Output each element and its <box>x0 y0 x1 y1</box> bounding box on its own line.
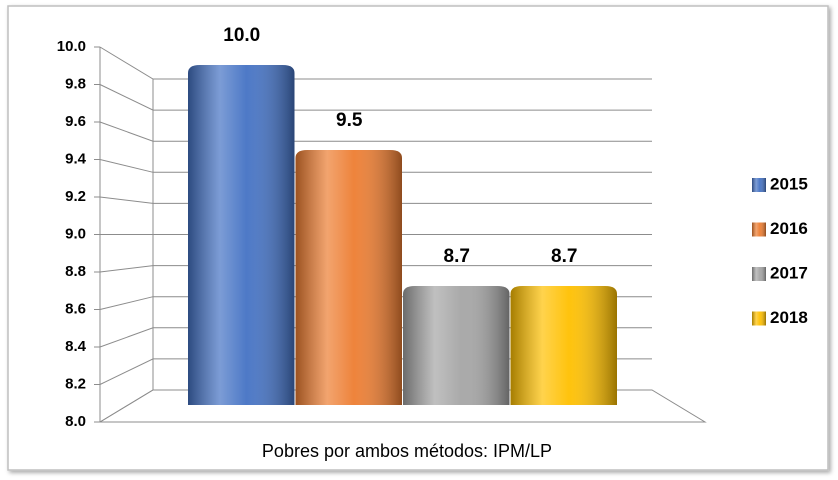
value-label: 9.5 <box>336 110 363 131</box>
legend-swatch-shading <box>752 178 766 192</box>
value-label: 8.7 <box>551 246 577 267</box>
y-tick-label: 8.0 <box>65 413 86 430</box>
y-tick-label: 9.6 <box>65 113 86 130</box>
bar-shading <box>510 286 617 405</box>
y-tick-label: 9.4 <box>65 150 87 167</box>
grid-line <box>99 196 652 204</box>
x-tick-label: Pobres por ambos métodos: IPM/LP <box>262 441 552 461</box>
grid-line <box>99 121 652 142</box>
legend-label: 2015 <box>770 174 808 193</box>
grid-line <box>99 84 652 111</box>
bar-shading <box>403 286 510 405</box>
legend-swatch-shading <box>752 222 766 237</box>
y-tick-label: 8.6 <box>65 300 86 317</box>
y-tick-label: 9.0 <box>65 225 86 242</box>
legend-swatch-shading <box>752 267 766 281</box>
y-tick-label: 9.2 <box>65 188 86 205</box>
grid-line <box>99 159 652 173</box>
y-tick-label: 10.0 <box>57 38 86 55</box>
y-tick-label: 8.2 <box>65 375 86 392</box>
legend-swatch-shading <box>752 311 766 326</box>
legend-label: 2017 <box>770 263 808 282</box>
value-label: 8.7 <box>444 246 470 267</box>
y-tick-label: 8.4 <box>65 338 87 355</box>
y-tick-label: 9.8 <box>65 75 86 92</box>
bar-shading <box>188 65 295 405</box>
legend-label: 2016 <box>770 219 808 238</box>
grid-line <box>99 265 652 273</box>
y-tick-label: 8.8 <box>65 263 86 280</box>
bar-shading <box>295 150 402 405</box>
grid-line <box>99 46 652 80</box>
legend-label: 2018 <box>770 308 808 327</box>
value-label: 10.0 <box>223 25 260 46</box>
